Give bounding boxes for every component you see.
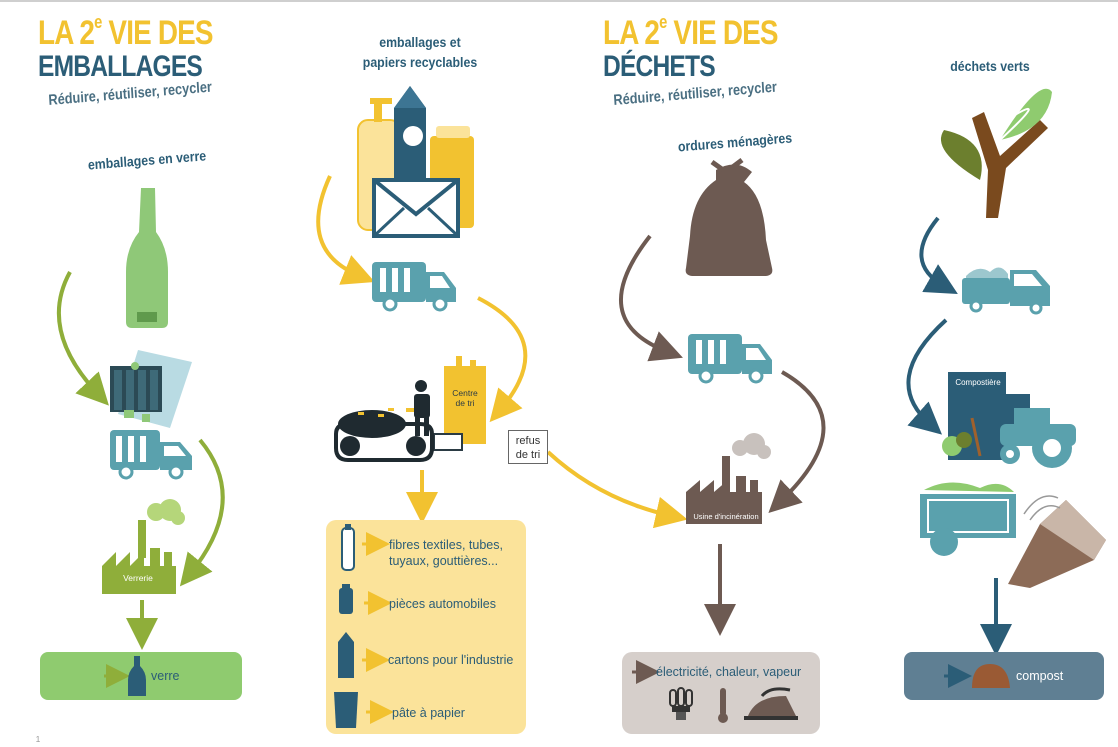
glass-output-bottle-icon xyxy=(128,656,146,696)
output-text-2: pièces automobiles xyxy=(389,597,497,611)
composting-site-label: Compostière xyxy=(955,378,1001,387)
output-text-4: pâte à papier xyxy=(392,706,465,720)
output-text-1a: fibres textiles, tubes, xyxy=(389,538,503,552)
right-title-line2: DÉCHETS xyxy=(603,50,716,83)
compost-trailer-icon xyxy=(920,482,1016,556)
sorting-center-label-1: Centre xyxy=(452,388,478,398)
composting-site-icon xyxy=(942,372,1076,468)
recyclables-packaging-icon xyxy=(357,86,474,238)
left-title-line1: LA 2e VIE DES xyxy=(38,12,214,52)
green-waste-label: déchets verts xyxy=(950,58,1030,74)
recyclables-truck-icon xyxy=(372,262,456,312)
outputs-panel-bg xyxy=(326,520,526,734)
page-number: 1 xyxy=(35,734,41,744)
recyclables-label-1: emballages et xyxy=(379,34,461,50)
glass-result-label: verre xyxy=(151,669,180,683)
tree-branch-icon xyxy=(940,88,1052,218)
glass-truck-icon xyxy=(110,430,192,480)
left-title-line2: EMBALLAGES xyxy=(38,50,203,83)
compost-result-label: compost xyxy=(1016,669,1064,683)
reject-label-2: de tri xyxy=(515,449,541,461)
output-text-3: cartons pour l'industrie xyxy=(388,653,514,667)
arrow-branch-to-truck xyxy=(919,216,958,294)
right-title-line1: LA 2e VIE DES xyxy=(603,12,779,52)
output-can-icon xyxy=(339,584,353,614)
incinerator-label: Usine d'incinération xyxy=(693,512,759,521)
arrow-bottle-to-bin xyxy=(56,271,109,406)
energy-result-label: électricité, chaleur, vapeur xyxy=(656,665,802,679)
reject-label-1: refus xyxy=(515,435,541,447)
household-truck-icon xyxy=(688,334,772,384)
iron-icon xyxy=(744,687,798,720)
output-text-1b: tuyaux, gouttières... xyxy=(389,554,499,568)
arrow-truck-to-composting xyxy=(906,318,948,435)
recyclables-label-2: papiers recyclables xyxy=(362,54,478,70)
arrow-truck-to-glassworks xyxy=(179,438,225,587)
glassworks-label: Verrerie xyxy=(123,573,153,583)
lightbulb-icon xyxy=(669,687,693,720)
output-bottle-icon xyxy=(341,524,355,571)
arrow-truck-to-incinerator xyxy=(768,370,826,514)
sorting-center-icon xyxy=(334,356,486,462)
trash-bag-icon xyxy=(685,158,773,276)
green-waste-truck-icon xyxy=(962,267,1050,315)
reject-box: refus de tri xyxy=(508,430,548,464)
glass-bin-icon xyxy=(110,350,192,428)
arrow-truck-to-sorting xyxy=(477,296,528,423)
glassworks-factory-icon xyxy=(102,499,185,594)
sorting-center-label-2: de tri xyxy=(455,398,475,408)
arrow-reject-to-incinerator xyxy=(546,450,688,529)
output-carton-icon xyxy=(338,632,354,678)
output-paper-icon xyxy=(334,692,358,728)
compost-pile-icon xyxy=(1008,495,1106,588)
arrow-bag-to-truck xyxy=(618,234,683,362)
top-divider xyxy=(0,0,1118,2)
arrow-recyclables-to-truck xyxy=(316,175,375,285)
compost-heap-icon xyxy=(972,664,1010,688)
thermometer-icon xyxy=(718,688,728,723)
worker-icon xyxy=(414,380,430,436)
incinerator-factory-icon xyxy=(686,433,771,524)
glass-bottle-icon xyxy=(126,188,168,328)
